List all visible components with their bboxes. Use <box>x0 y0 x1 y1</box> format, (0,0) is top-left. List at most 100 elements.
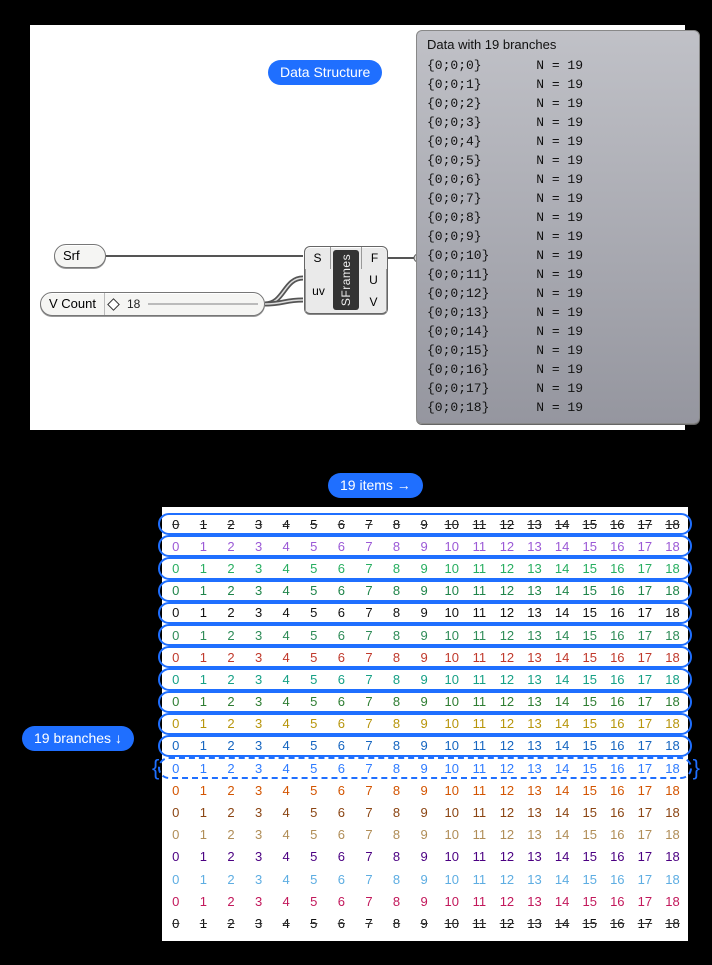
output-port-uv[interactable]: uv <box>305 269 331 313</box>
input-port-V[interactable]: V <box>361 291 387 313</box>
grid-cell: 2 <box>217 605 245 620</box>
grid-row: 0123456789101112131415161718 <box>162 691 688 713</box>
grid-cell: 0 <box>162 827 190 842</box>
grid-cell: 7 <box>355 539 383 554</box>
label-data-structure: Data Structure <box>268 60 382 85</box>
grid-cell: 3 <box>245 517 273 532</box>
grid-cell: 1 <box>190 849 218 864</box>
grid-cell: 7 <box>355 517 383 532</box>
grid-cell: 13 <box>521 650 549 665</box>
grid-cell: 3 <box>245 783 273 798</box>
grid-cell: 16 <box>604 650 632 665</box>
grid-cell: 10 <box>438 716 466 731</box>
grid-cell: 7 <box>355 650 383 665</box>
grid-cell: 8 <box>383 827 411 842</box>
brace-open-icon: { <box>152 755 159 781</box>
slider-knob-icon[interactable] <box>107 298 120 311</box>
grid-cell: 9 <box>410 694 438 709</box>
grid-cell: 11 <box>466 605 494 620</box>
grid-cell: 3 <box>245 672 273 687</box>
grid-cell: 17 <box>631 872 659 887</box>
data-panel-rows: {0;0;0} N = 19{0;0;1} N = 19{0;0;2} N = … <box>427 56 689 417</box>
grid-cell: 17 <box>631 628 659 643</box>
output-port-F[interactable]: F <box>361 247 387 269</box>
grid-cell: 5 <box>300 849 328 864</box>
grid-cell: 3 <box>245 583 273 598</box>
grid-cell: 4 <box>272 916 300 931</box>
grid-cell: 4 <box>272 805 300 820</box>
slider-track[interactable] <box>148 303 258 305</box>
input-port-U[interactable]: U <box>361 269 387 291</box>
grid-cell: 14 <box>548 672 576 687</box>
grid-cell: 15 <box>576 650 604 665</box>
grid-cell: 16 <box>604 783 632 798</box>
data-panel-row: {0;0;7} N = 19 <box>427 189 689 208</box>
grid-cell: 9 <box>410 650 438 665</box>
grid-cell: 5 <box>300 761 328 776</box>
grid-cell: 7 <box>355 605 383 620</box>
grid-cell: 7 <box>355 628 383 643</box>
grid-cell: 6 <box>328 694 356 709</box>
component-sframes[interactable]: S SFrames F U uv V <box>304 246 388 314</box>
grid-cell: 8 <box>383 517 411 532</box>
grid-cell: 12 <box>493 561 521 576</box>
grid-cell: 0 <box>162 650 190 665</box>
grid-cell: 10 <box>438 605 466 620</box>
grid-cell: 17 <box>631 539 659 554</box>
grid-cell: 13 <box>521 694 549 709</box>
grid-cell: 17 <box>631 561 659 576</box>
grid-cell: 15 <box>576 561 604 576</box>
grid-cell: 12 <box>493 827 521 842</box>
data-grid-box: 0123456789101112131415161718012345678910… <box>160 505 690 943</box>
grid-cell: 0 <box>162 672 190 687</box>
grid-cell: 1 <box>190 561 218 576</box>
grid-cell: 11 <box>466 805 494 820</box>
grid-cell: 10 <box>438 916 466 931</box>
grid-cell: 12 <box>493 539 521 554</box>
grid-cell: 7 <box>355 849 383 864</box>
grid-cell: 14 <box>548 805 576 820</box>
grid-cell: 14 <box>548 894 576 909</box>
data-panel-row: {0;0;6} N = 19 <box>427 170 689 189</box>
grid-row: 0123456789101112131415161718 <box>162 779 688 801</box>
grid-cell: 0 <box>162 849 190 864</box>
gh-canvas: Srf V Count 18 S SFrames F U uv V Data w… <box>30 25 685 430</box>
grid-cell: 14 <box>548 916 576 931</box>
grid-cell: 2 <box>217 716 245 731</box>
grid-cell: 17 <box>631 849 659 864</box>
grid-cell: 2 <box>217 783 245 798</box>
grid-cell: 4 <box>272 561 300 576</box>
param-vcount[interactable]: V Count 18 <box>40 292 265 316</box>
grid-cell: 2 <box>217 916 245 931</box>
param-srf[interactable]: Srf <box>54 244 106 268</box>
grid-cell: 13 <box>521 672 549 687</box>
grid-cell: 11 <box>466 694 494 709</box>
input-port-S[interactable]: S <box>305 247 331 269</box>
data-panel-row: {0;0;5} N = 19 <box>427 151 689 170</box>
grid-cell: 9 <box>410 738 438 753</box>
label-items: 19 items → <box>328 473 423 498</box>
grid-cell: 11 <box>466 761 494 776</box>
grid-row: 0123456789101112131415161718 <box>162 801 688 823</box>
grid-row: 0123456789101112131415161718 <box>162 868 688 890</box>
grid-cell: 0 <box>162 738 190 753</box>
grid-cell: 16 <box>604 894 632 909</box>
grid-cell: 14 <box>548 872 576 887</box>
grid-cell: 13 <box>521 761 549 776</box>
grid-cell: 13 <box>521 872 549 887</box>
grid-cell: 10 <box>438 628 466 643</box>
grid-cell: 6 <box>328 672 356 687</box>
grid-cell: 11 <box>466 539 494 554</box>
grid-cell: 6 <box>328 605 356 620</box>
grid-cell: 5 <box>300 628 328 643</box>
data-panel-row: {0;0;15} N = 19 <box>427 341 689 360</box>
grid-row: 0123456789101112131415161718 <box>162 557 688 579</box>
grid-cell: 16 <box>604 805 632 820</box>
grid-row: 0123456789101112131415161718 <box>162 713 688 735</box>
data-panel[interactable]: Data with 19 branches {0;0;0} N = 19{0;0… <box>416 30 700 424</box>
grid-cell: 18 <box>659 517 687 532</box>
grid-cell: 6 <box>328 827 356 842</box>
grid-cell: 7 <box>355 561 383 576</box>
grid-cell: 18 <box>659 894 687 909</box>
grid-cell: 7 <box>355 916 383 931</box>
